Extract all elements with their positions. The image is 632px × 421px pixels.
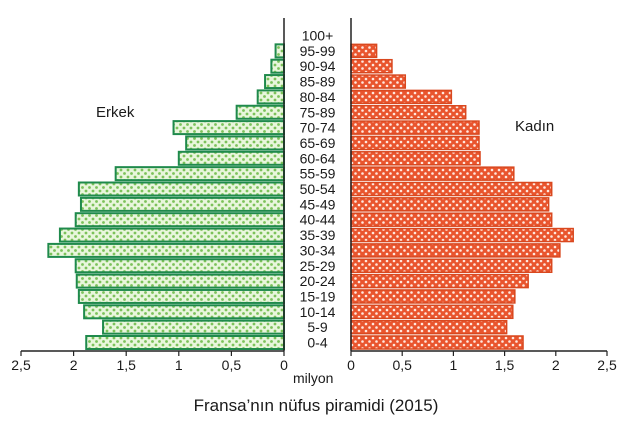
left-tick-label: 2 [70,357,78,373]
age-label-0-4: 0-4 [307,335,327,351]
male-bar-75-89 [235,104,286,120]
female-bar-95-99 [350,43,378,59]
right-tick-label: 2,5 [597,357,617,373]
female-bar-10-14 [350,304,514,320]
right-tick-label: 0 [347,357,355,373]
age-label-65-69: 65-69 [300,135,336,151]
male-bar-55-59 [114,166,286,182]
age-label-85-89: 85-89 [300,74,336,90]
female-bar-75-89 [350,105,467,120]
age-label-60-64: 60-64 [300,150,336,166]
female-bar-30-34 [350,243,561,258]
male-bar-0-4 [85,335,285,350]
age-label-20-24: 20-24 [300,273,336,289]
male-bar-35-39 [58,227,286,243]
male-bar-60-64 [177,150,285,166]
female-bar-85-89 [350,74,407,89]
male-bar-45-49 [79,196,285,212]
female-bar-90-94 [350,58,393,74]
female-bar-45-49 [350,197,550,212]
female-side-label: Kadın [515,118,554,135]
male-side-label: Erkek [96,104,135,121]
male-bar-25-29 [74,258,286,274]
female-bar-5-9 [350,319,508,335]
age-label-50-54: 50-54 [300,181,336,197]
chart-caption: Fransa’nın nüfus piramidi (2015) [193,396,439,415]
age-label-80-84: 80-84 [300,89,336,105]
female-bar-0-4 [350,335,524,350]
age-label-70-74: 70-74 [300,120,336,136]
age-label-45-49: 45-49 [300,196,336,212]
male-bar-95-99 [274,43,286,59]
left-tick-label: 2,5 [11,357,31,373]
female-bar-80-84 [350,89,453,105]
age-label-90-94: 90-94 [300,58,336,74]
left-tick-label: 1,5 [116,357,136,373]
right-tick-label: 2 [552,357,560,373]
male-bar-50-54 [77,181,285,197]
male-bar-90-94 [270,58,286,74]
female-bar-70-74 [350,120,480,135]
male-bar-20-24 [75,273,285,289]
male-bar-65-69 [185,135,285,151]
male-bar-85-89 [264,74,285,90]
age-label-75-89: 75-89 [300,104,336,120]
male-bar-80-84 [256,89,286,105]
female-bar-15-19 [350,289,516,304]
right-tick-label: 1,5 [495,357,515,373]
unit-label: milyon [293,370,333,386]
female-bar-55-59 [350,166,515,181]
axes [21,18,607,352]
age-label-40-44: 40-44 [300,212,336,228]
male-bars [47,43,286,350]
left-tick-label: 0,5 [222,357,242,373]
female-bar-40-44 [350,212,553,227]
left-tick-label: 1 [175,357,183,373]
male-bar-70-74 [172,120,285,136]
tick-labels: 2,5 2 1,5 1 0,5 0 0 0,5 1 1,5 2 2,5 [11,351,617,373]
left-tick-label: 0 [280,357,288,373]
male-bar-30-34 [47,242,285,258]
female-bar-50-54 [350,181,553,197]
male-bar-15-19 [77,288,285,304]
female-bar-20-24 [350,273,529,289]
age-label-55-59: 55-59 [300,166,336,182]
age-label-30-34: 30-34 [300,242,336,258]
age-label-10-14: 10-14 [300,304,336,320]
right-tick-label: 0,5 [392,357,412,373]
female-bars [350,43,574,350]
female-bar-60-64 [350,151,481,166]
age-label-35-39: 35-39 [300,227,336,243]
age-label-25-29: 25-29 [300,258,336,274]
age-label-15-19: 15-19 [300,288,336,304]
female-bar-25-29 [350,258,553,273]
female-bar-65-69 [350,135,480,151]
age-label-5-9: 5-9 [307,319,327,335]
age-label-95-99: 95-99 [300,43,336,59]
male-bar-10-14 [83,304,286,320]
male-bar-5-9 [102,319,285,335]
female-bar-35-39 [350,227,574,243]
age-group-labels: 0-45-910-1415-1920-2425-2930-3435-3940-4… [300,28,336,351]
age-label-100+: 100+ [302,28,334,44]
right-tick-label: 1 [450,357,458,373]
male-bar-40-44 [74,212,286,228]
